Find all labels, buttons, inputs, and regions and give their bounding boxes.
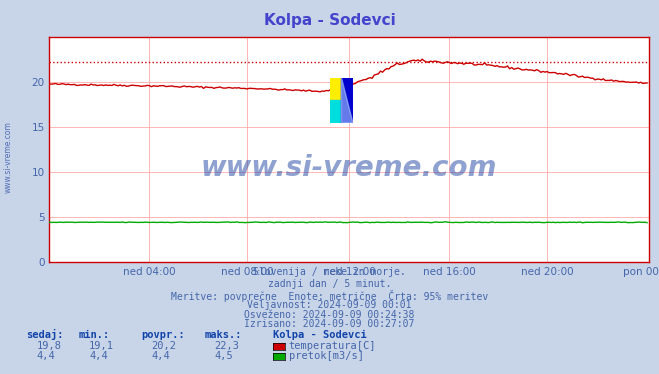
Text: min.:: min.: — [79, 330, 110, 340]
Text: 19,1: 19,1 — [89, 341, 114, 351]
Text: povpr.:: povpr.: — [142, 330, 185, 340]
Text: 4,5: 4,5 — [214, 351, 233, 361]
Bar — [341, 78, 353, 123]
Text: 4,4: 4,4 — [36, 351, 55, 361]
Text: zadnji dan / 5 minut.: zadnji dan / 5 minut. — [268, 279, 391, 289]
Text: Izrisano: 2024-09-09 00:27:07: Izrisano: 2024-09-09 00:27:07 — [244, 319, 415, 329]
Bar — [330, 100, 341, 123]
Text: 19,8: 19,8 — [36, 341, 61, 351]
Text: www.si-vreme.com: www.si-vreme.com — [201, 154, 498, 181]
Text: Meritve: povprečne  Enote: metrične  Črta: 95% meritev: Meritve: povprečne Enote: metrične Črta:… — [171, 290, 488, 302]
Text: pretok[m3/s]: pretok[m3/s] — [289, 351, 364, 361]
Text: maks.:: maks.: — [204, 330, 242, 340]
Text: 4,4: 4,4 — [152, 351, 170, 361]
Text: temperatura[C]: temperatura[C] — [289, 341, 376, 351]
Text: 20,2: 20,2 — [152, 341, 177, 351]
Text: Veljavnost: 2024-09-09 00:01: Veljavnost: 2024-09-09 00:01 — [247, 300, 412, 310]
Text: sedaj:: sedaj: — [26, 329, 64, 340]
Text: 22,3: 22,3 — [214, 341, 239, 351]
Text: Kolpa - Sodevci: Kolpa - Sodevci — [264, 13, 395, 28]
Polygon shape — [341, 78, 353, 123]
Bar — [330, 78, 341, 100]
Text: Slovenija / reke in morje.: Slovenija / reke in morje. — [253, 267, 406, 278]
Text: Osveženo: 2024-09-09 00:24:38: Osveženo: 2024-09-09 00:24:38 — [244, 310, 415, 320]
Text: Kolpa - Sodevci: Kolpa - Sodevci — [273, 330, 367, 340]
Text: www.si-vreme.com: www.si-vreme.com — [3, 121, 13, 193]
Text: 4,4: 4,4 — [89, 351, 107, 361]
